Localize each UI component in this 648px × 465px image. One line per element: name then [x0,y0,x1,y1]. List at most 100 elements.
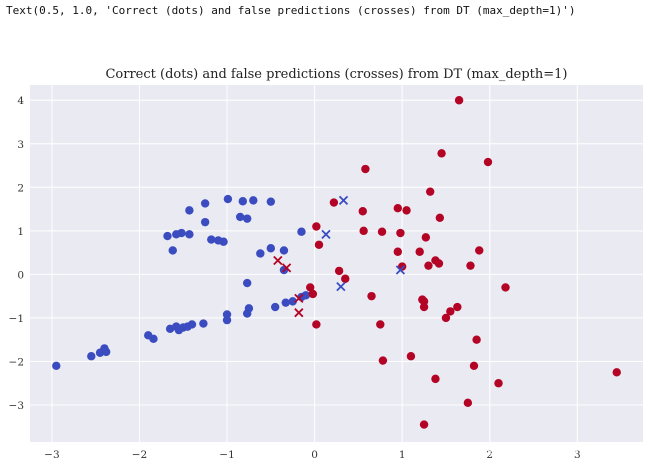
red-dot-point [437,149,446,158]
red-dot-point [424,261,433,270]
blue-dot-point [177,228,186,238]
blue-dot-point [200,217,210,227]
plot-background [30,85,643,442]
red-dot-point [359,226,368,236]
blue-dot-point [168,246,177,255]
red-dot-point [341,274,350,283]
y-tick-label: −1 [9,313,24,325]
blue-dot-point [185,206,194,215]
red-dot-point [415,247,424,256]
x-tick-label: 0 [311,449,318,461]
blue-dot-point [101,347,111,357]
y-tick-label: 3 [17,139,24,151]
y-tick-label: 4 [17,95,24,107]
red-cross-point [294,293,304,303]
red-dot-point [329,198,339,207]
red-dot-point [376,320,385,329]
red-dot-point [501,283,510,292]
blue-dot-point [219,237,228,246]
red-dot-point [393,247,402,256]
x-tick-label: 2 [486,449,493,461]
blue-dot-point [266,244,276,253]
blue-dot-point [281,298,290,307]
blue-dot-point [301,291,311,300]
red-cross-point [281,263,292,273]
blue-cross-point [336,281,346,292]
red-dot-point [426,187,435,196]
blue-dot-point [223,194,233,204]
watermark-text: https://blog.csdn.net/Liu522362242 [425,441,640,455]
blue-dot-point [256,249,265,258]
red-dot-point [377,227,387,236]
red-dot-point [402,206,411,215]
y-tick-label: 1 [17,226,24,238]
tick-labels: −3 −2 −1 0 1 2 3 −3 −2 −1 0 1 2 3 4 [9,95,581,461]
blue-dot-point [222,310,232,319]
y-tick-label: 2 [17,182,24,194]
blue-cross-point [395,265,406,275]
red-dot-point [396,228,405,238]
blue-dot-point [249,196,258,205]
blue-dot-point [288,297,297,306]
x-tick-label: −1 [219,449,234,461]
blue-cross-point [321,229,331,239]
blue-dot-point [244,304,254,313]
red-dot-point [312,222,321,231]
red-dot-point [453,302,462,312]
red-dot-point [334,266,344,276]
red-dot-point [367,291,376,301]
red-dot-point [612,368,621,377]
y-tick-label: −2 [9,356,24,368]
red-cross-point [294,308,304,318]
blue-dot-point [242,214,252,223]
red-dot-point [306,283,315,292]
red-dot-point [469,361,479,371]
blue-dot-point [185,230,194,239]
blue-dot-point [266,197,276,206]
blue-dot-point [149,334,158,344]
red-dot-point [446,307,455,316]
red-dot-point [434,259,444,268]
red-dot-point [378,356,388,365]
x-tick-label: 3 [574,449,581,461]
red-dot-point [361,164,370,174]
red-dot-point [441,313,451,323]
red-dot-point [494,379,503,388]
blue-dot-point [200,199,210,208]
red-dot-point [431,374,440,384]
red-cross-point [273,255,283,266]
blue-dot-point [271,302,280,312]
red-dot-point [475,246,484,255]
red-dot-point [419,302,429,312]
blue-dot-point [199,319,208,328]
data-points [52,96,621,429]
red-dot-point [472,335,481,344]
blue-dot-point [163,231,172,241]
red-dot-point [314,240,324,249]
red-dot-point [435,213,445,222]
red-dot-point [358,207,367,216]
red-dot-point [421,233,431,242]
blue-dot-point [235,212,245,222]
y-tick-label: −3 [9,400,24,412]
red-dot-point [419,420,429,429]
red-dot-point [483,157,493,167]
blue-dot-point [52,361,61,371]
red-dot-point [393,204,402,213]
x-tick-label: 1 [399,449,406,461]
red-dot-point [308,289,318,299]
red-dot-point [466,261,475,270]
red-dot-point [312,320,321,329]
x-tick-label: −2 [132,449,147,461]
blue-dot-point [87,352,96,361]
blue-dot-point [279,246,289,255]
blue-cross-point [338,195,349,206]
red-dot-point [463,398,473,408]
y-tick-label: 0 [17,269,24,281]
blue-dot-point [187,320,197,329]
chart-title: Correct (dots) and false predictions (cr… [105,67,567,82]
cell-output-text: Text(0.5, 1.0, 'Correct (dots) and false… [6,4,576,17]
x-tick-label: −3 [44,449,59,461]
blue-dot-point [207,235,216,244]
